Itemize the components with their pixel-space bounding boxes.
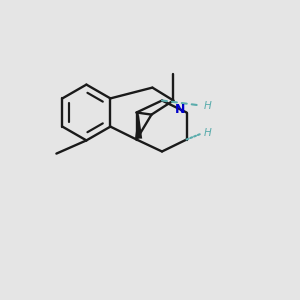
Text: H: H (204, 100, 212, 111)
Text: H: H (204, 128, 212, 139)
Text: N: N (175, 103, 186, 116)
Polygon shape (135, 112, 142, 139)
